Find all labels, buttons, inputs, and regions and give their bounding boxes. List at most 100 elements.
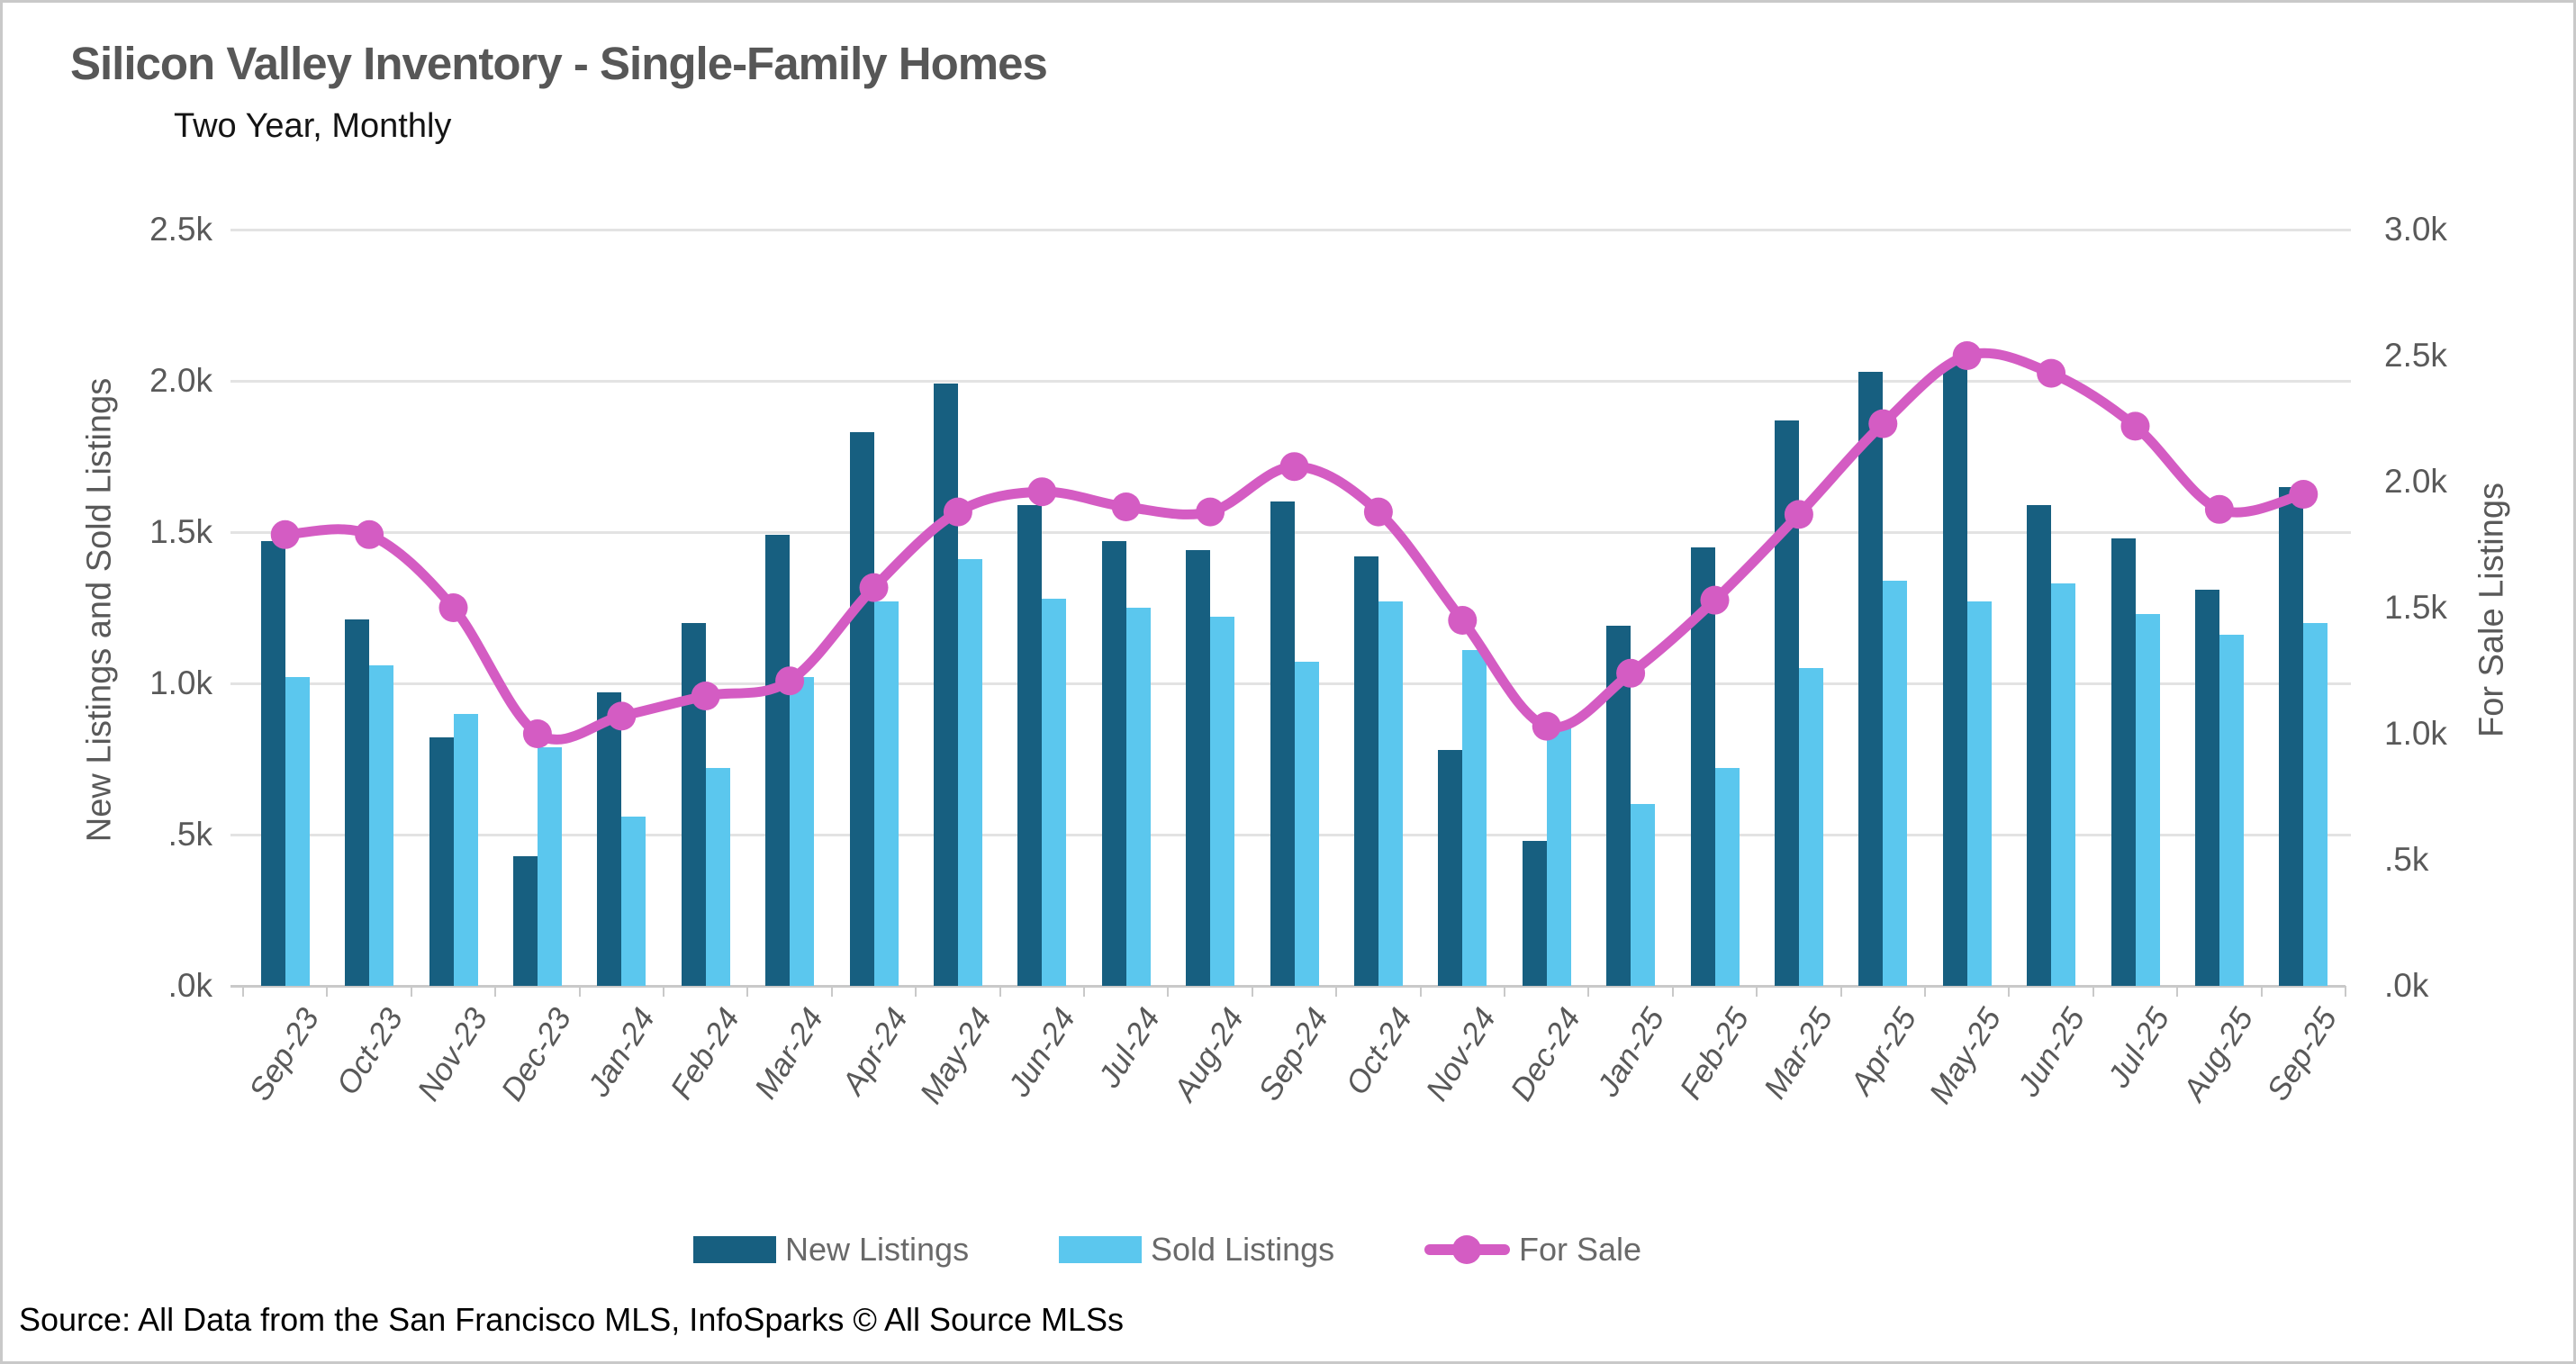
legend-item-new-listings: New Listings [693,1230,969,1269]
sold-listings-bar-May-24 [957,559,982,986]
new-listings-bar-Oct-23 [345,619,370,986]
x-axis-line [230,984,2346,988]
for-sale-point-Jul-24 [1111,492,1141,521]
y-axis-label-right: 2.0k [2384,463,2447,500]
sold-listings-bar-Sep-24 [1294,662,1319,986]
x-axis-tick [578,986,581,997]
x-axis-tick [1756,986,1758,997]
new-listings-bar-Apr-24 [849,432,874,986]
legend-label: New Listings [785,1231,970,1268]
y-axis-label-right: 3.0k [2384,211,2447,248]
new-listings-bar-Sep-25 [2279,486,2304,986]
new-listings-bar-Aug-25 [2194,589,2219,986]
sold-listings-bar-May-25 [1966,601,1992,986]
y-axis-label-right: 1.0k [2384,715,2447,752]
page-title: Silicon Valley Inventory - Single-Family… [70,38,1048,89]
for-sale-point-Nov-23 [438,593,468,622]
y-axis-label-left: 1.5k [149,513,212,550]
for-sale-point-Oct-23 [355,519,384,549]
legend-item-for-sale: For Sale [1424,1230,1641,1269]
source-note: Source: All Data from the San Francisco … [19,1301,1125,1338]
left-axis-title: New Listings and Sold Listings [80,377,119,843]
new-listings-bar-Apr-25 [1858,371,1884,986]
sold-listings-bar-Nov-23 [453,713,478,986]
new-listings-bar-May-25 [1942,366,1967,986]
new-listings-bar-Jul-25 [2111,537,2136,986]
y-axis-label-left: 2.0k [149,362,212,399]
gridline [230,379,2351,383]
sold-listings-bar-Feb-24 [705,768,730,986]
x-axis-tick [1335,986,1338,997]
new-listings-bar-Dec-24 [1522,840,1547,986]
sold-listings-bar-Dec-24 [1546,728,1571,986]
x-axis-tick [242,986,244,997]
legend-label: Sold Listings [1151,1231,1335,1268]
sold-listings-bar-Oct-24 [1378,601,1403,986]
new-listings-bar-Mar-25 [1774,420,1799,986]
x-axis-tick [2260,986,2263,997]
x-axis-tick [746,986,749,997]
y-axis-label-left: .0k [167,967,212,1004]
sold-listings-bar-Jun-24 [1042,598,1067,986]
new-listings-bar-Jun-24 [1017,504,1043,986]
legend-item-sold-listings: Sold Listings [1059,1230,1334,1269]
for-sale-point-Sep-24 [1279,452,1309,482]
for-sale-point-Jun-24 [1027,477,1057,507]
new-listings-bar-Dec-23 [512,855,538,986]
new-listings-bar-Aug-24 [1186,550,1211,986]
new-listings-bar-Sep-23 [260,541,285,986]
new-listings-bar-Jan-24 [597,692,622,986]
x-axis-tick [1251,986,1253,997]
x-axis-tick [1924,986,1926,997]
new-listings-bar-Sep-24 [1270,501,1295,986]
legend-swatch-icon [693,1236,776,1263]
new-listings-bar-Jan-25 [1606,626,1631,986]
y-axis-label-right: .5k [2384,841,2429,878]
new-listings-bar-Jun-25 [2027,504,2052,986]
x-axis-tick [999,986,1001,997]
new-listings-bar-Nov-24 [1438,749,1463,986]
new-listings-bar-May-24 [933,384,958,986]
for-sale-point-Oct-24 [1363,497,1393,527]
sold-listings-bar-Apr-24 [873,601,899,986]
y-axis-label-right: .0k [2384,967,2429,1004]
x-axis-tick [494,986,497,997]
gridline [230,228,2351,231]
x-axis-tick [1839,986,1842,997]
legend-line-marker-icon [1424,1234,1510,1265]
new-listings-bar-Feb-24 [681,622,706,986]
sold-listings-bar-Mar-25 [1798,668,1823,986]
new-listings-bar-Mar-24 [765,535,791,986]
new-listings-bar-Jul-24 [1101,541,1126,986]
sold-listings-bar-Jun-25 [2051,583,2076,986]
x-axis-tick [410,986,412,997]
sold-listings-bar-Sep-23 [285,677,310,986]
y-axis-label-left: 2.5k [149,211,212,248]
x-axis-tick [663,986,664,997]
sold-listings-bar-Aug-25 [2219,635,2244,986]
legend-label: For Sale [1519,1231,1642,1268]
new-listings-bar-Feb-25 [1690,547,1715,986]
x-axis-tick [2008,986,2011,997]
for-sale-point-Jun-25 [2037,358,2066,388]
page-subtitle: Two Year, Monthly [174,107,452,145]
y-axis-label-left: .5k [167,816,212,853]
x-axis-tick [1504,986,1505,997]
x-axis-tick [2345,986,2346,997]
new-listings-bar-Oct-24 [1353,556,1378,986]
x-axis-tick [326,986,329,997]
sold-listings-bar-Dec-23 [537,746,562,986]
new-listings-bar-Nov-23 [429,737,454,986]
for-sale-point-Aug-24 [1196,497,1225,527]
y-axis-label-right: 2.5k [2384,337,2447,374]
sold-listings-bar-Jan-25 [1631,804,1656,986]
sold-listings-bar-Aug-24 [1210,617,1235,986]
x-axis-tick [2092,986,2094,997]
y-axis-label-right: 1.5k [2384,589,2447,626]
sold-listings-bar-Feb-25 [1714,768,1740,986]
x-axis-tick [1671,986,1674,997]
sold-listings-bar-Oct-23 [369,664,394,986]
y-axis-label-left: 1.0k [149,664,212,701]
for-sale-point-Dec-23 [522,719,552,748]
